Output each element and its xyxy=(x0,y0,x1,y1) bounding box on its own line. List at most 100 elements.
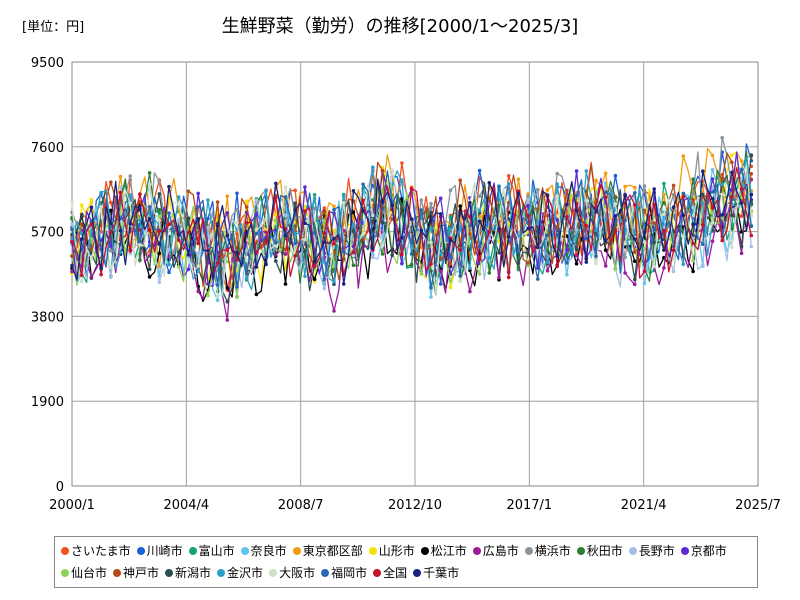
data-point xyxy=(710,239,715,244)
data-point xyxy=(429,210,433,215)
data-point xyxy=(118,185,123,190)
data-point xyxy=(642,269,647,274)
data-point xyxy=(186,267,191,272)
data-point xyxy=(118,228,123,233)
data-point xyxy=(594,178,598,183)
data-point xyxy=(603,264,608,268)
data-point xyxy=(293,208,298,212)
data-point xyxy=(662,248,666,252)
data-point xyxy=(206,216,210,221)
data-point xyxy=(215,295,220,299)
legend-marker-icon xyxy=(61,546,69,555)
data-point xyxy=(477,194,482,198)
data-point xyxy=(109,180,113,184)
data-point xyxy=(322,260,327,264)
data-point xyxy=(681,213,686,218)
data-point xyxy=(603,187,608,191)
data-point xyxy=(438,212,443,216)
x-tick-label: 2025/7 xyxy=(735,498,781,513)
data-point xyxy=(603,171,608,175)
data-point xyxy=(70,239,74,244)
data-point xyxy=(681,235,686,239)
data-point xyxy=(400,197,404,201)
data-point xyxy=(448,262,453,267)
legend-label: 金沢市 xyxy=(227,566,264,580)
data-point xyxy=(147,267,152,272)
data-point xyxy=(390,253,395,257)
data-point xyxy=(176,238,181,242)
data-point xyxy=(147,171,152,175)
data-point xyxy=(671,248,676,253)
data-point xyxy=(720,192,724,197)
data-point xyxy=(506,182,511,187)
data-point xyxy=(545,188,550,192)
data-point xyxy=(215,261,220,265)
data-point xyxy=(371,219,375,224)
data-point xyxy=(147,275,152,279)
data-point xyxy=(730,227,734,231)
data-point xyxy=(662,212,666,217)
data-point xyxy=(138,227,142,232)
data-point xyxy=(448,188,453,192)
data-point xyxy=(739,168,744,172)
data-point xyxy=(642,240,647,244)
data-point xyxy=(448,214,453,219)
legend-item: 京都市 xyxy=(680,540,727,562)
series-points xyxy=(70,169,754,286)
legend-item: 大阪市 xyxy=(269,562,315,584)
data-point xyxy=(244,276,249,280)
series-points xyxy=(70,186,754,280)
data-point xyxy=(671,258,676,262)
data-point xyxy=(739,159,744,163)
x-tick-label: 2008/7 xyxy=(278,498,324,513)
data-point xyxy=(642,277,647,282)
data-point xyxy=(225,318,230,322)
legend: さいたま市 川崎市 富山市 奈良市 東京都区部 山形市 松江市 広島市 横浜市 秋田市 長野市 京都市… xyxy=(54,536,758,588)
data-point xyxy=(312,231,317,235)
data-point xyxy=(361,182,365,187)
data-point xyxy=(128,174,132,178)
data-point xyxy=(332,204,336,209)
data-point xyxy=(89,257,94,261)
data-point xyxy=(264,217,268,221)
data-point xyxy=(623,193,627,198)
data-point xyxy=(235,295,239,300)
data-point xyxy=(118,174,123,179)
data-point xyxy=(701,263,705,267)
data-point xyxy=(322,286,327,291)
data-point xyxy=(710,167,715,172)
legend-item: さいたま市 xyxy=(61,540,131,562)
data-point xyxy=(206,198,210,202)
data-point xyxy=(574,219,579,224)
data-point xyxy=(603,195,608,200)
data-point xyxy=(613,228,618,233)
data-point xyxy=(438,196,443,201)
data-point xyxy=(274,241,278,245)
data-point xyxy=(167,211,171,215)
data-point xyxy=(70,227,74,232)
data-point xyxy=(691,197,695,202)
data-point xyxy=(739,214,744,218)
data-point xyxy=(157,280,162,285)
data-point xyxy=(603,190,608,194)
data-point xyxy=(565,188,569,193)
legend-marker-icon xyxy=(576,546,585,555)
data-point xyxy=(351,222,356,227)
legend-label: 福岡市 xyxy=(331,566,368,580)
data-point xyxy=(652,264,656,269)
data-point xyxy=(206,225,210,230)
data-point xyxy=(109,221,113,226)
x-tick-label: 2000/1 xyxy=(49,498,95,513)
data-point xyxy=(720,182,724,187)
data-point xyxy=(274,181,278,186)
data-point xyxy=(138,192,142,196)
data-point xyxy=(419,208,424,212)
data-point xyxy=(594,228,598,233)
data-point xyxy=(176,250,181,255)
data-point xyxy=(468,232,472,236)
data-point xyxy=(487,256,492,260)
data-point xyxy=(429,218,433,223)
data-point xyxy=(196,191,200,196)
data-point xyxy=(720,135,724,140)
data-point xyxy=(691,222,695,227)
